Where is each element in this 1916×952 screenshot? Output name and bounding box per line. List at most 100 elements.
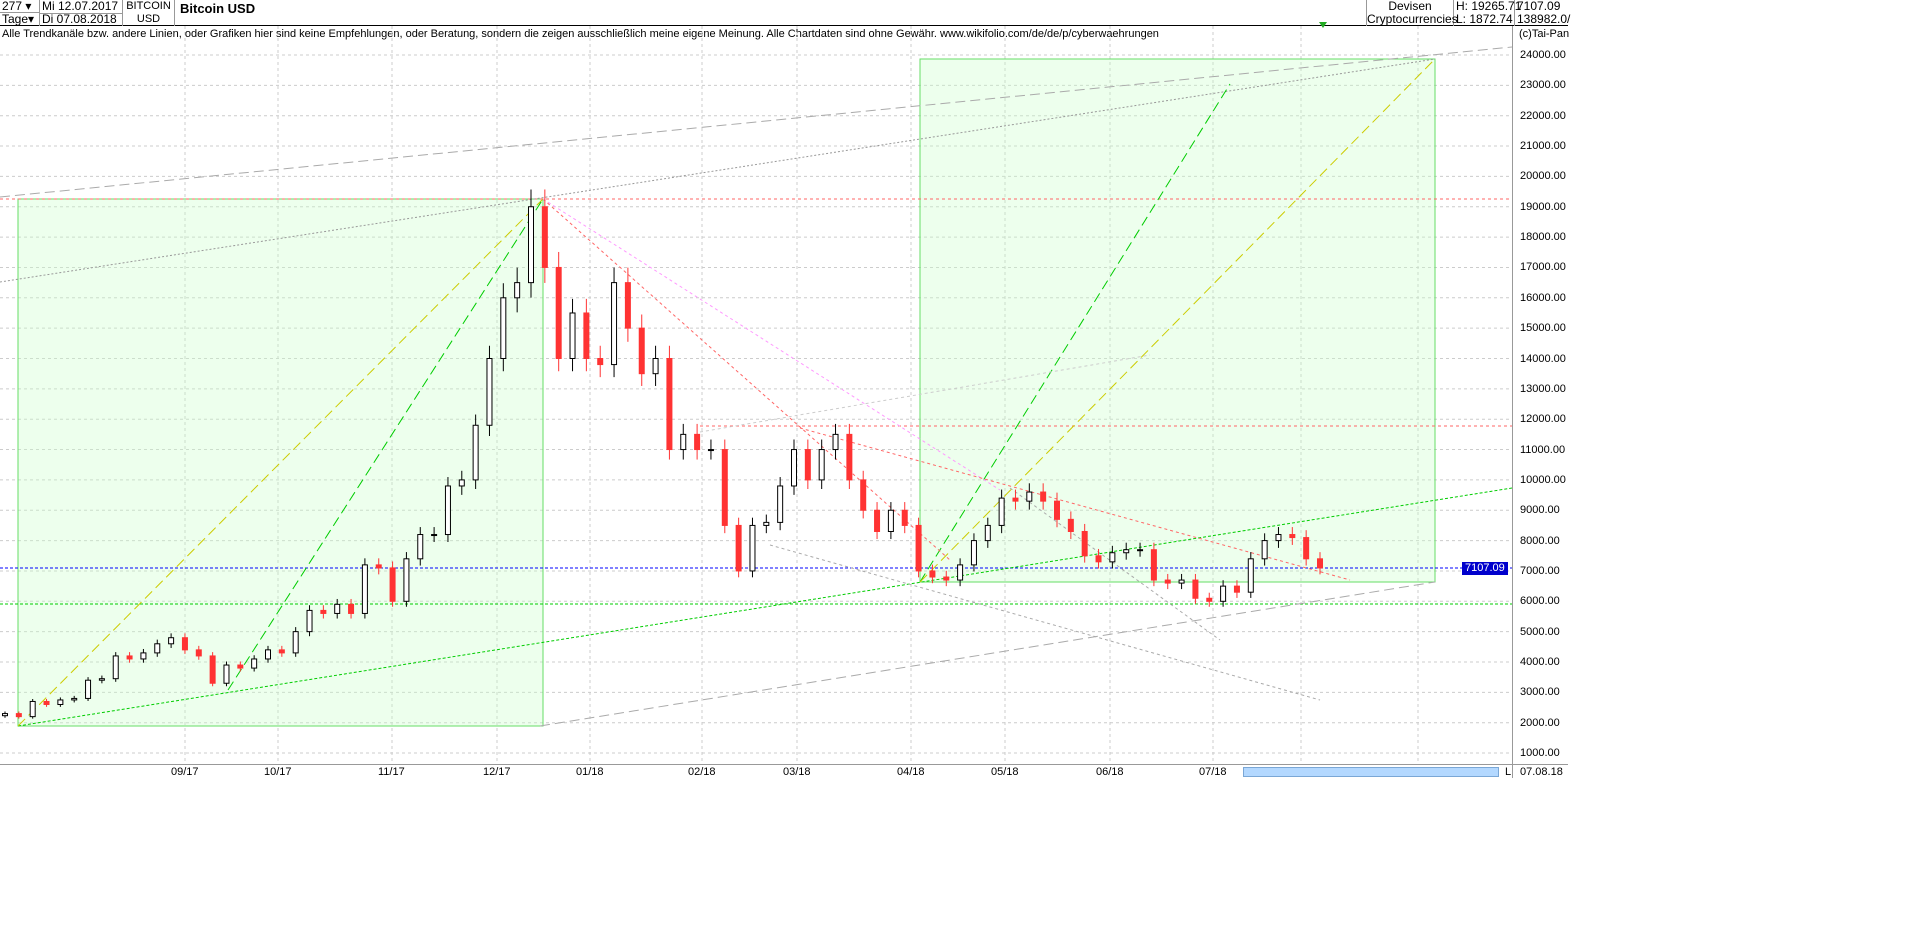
symbol-line1: BITCOIN <box>126 0 171 12</box>
last-value: 7107.09 <box>1517 0 1561 13</box>
x-tick-label: 07/18 <box>1199 766 1227 778</box>
candle <box>624 282 631 329</box>
candle <box>1040 491 1047 502</box>
candle <box>209 655 216 684</box>
candle <box>1289 534 1296 539</box>
channel-top <box>0 46 1512 198</box>
y-tick-label: 15000.00 <box>1520 322 1566 335</box>
count-select[interactable]: 277 ▾ <box>0 0 40 13</box>
header-bar: 277 ▾ Tage▾ Mi 12.07.2017 Di 07.08.2018 … <box>0 0 1570 26</box>
period-select[interactable]: Tage▾ <box>0 13 40 26</box>
candle <box>292 631 299 654</box>
candle <box>85 679 92 699</box>
candle <box>1233 585 1240 593</box>
candle <box>1317 558 1323 569</box>
candle <box>126 655 133 660</box>
candle <box>223 664 230 684</box>
x-tick-label: 06/18 <box>1096 766 1124 778</box>
y-tick-label: 9000.00 <box>1520 504 1560 517</box>
candle <box>707 449 714 452</box>
candle <box>694 433 701 451</box>
last-volume: 7107.09 138982.0/ <box>1515 0 1573 26</box>
candle <box>417 534 424 560</box>
candle <box>929 570 936 578</box>
volume-value: 138982.0/ <box>1517 12 1571 26</box>
candle <box>791 449 797 487</box>
candle <box>887 509 894 532</box>
candle <box>749 524 756 572</box>
y-tick-label: 17000.00 <box>1520 261 1566 274</box>
downtrend-3 <box>799 427 1351 581</box>
candle <box>334 603 341 614</box>
date-to: Di 07.08.2018 <box>40 13 123 26</box>
candle <box>15 713 22 718</box>
candle <box>1220 585 1227 602</box>
y-tick-label: 13000.00 <box>1520 382 1566 395</box>
candle <box>1192 579 1199 599</box>
candle <box>1095 555 1102 563</box>
candle <box>1137 549 1144 552</box>
x-tick-label: 11/17 <box>378 766 405 778</box>
candles <box>2 189 1323 719</box>
candle <box>998 497 1005 526</box>
y-tick-label: 5000.00 <box>1520 625 1560 638</box>
candle <box>943 576 950 581</box>
x-tick-label: 02/18 <box>688 766 716 778</box>
candle <box>1206 597 1213 602</box>
y-tick-label: 3000.00 <box>1520 686 1560 699</box>
y-tick-label: 7000.00 <box>1520 564 1560 577</box>
candle <box>541 206 548 268</box>
candle <box>57 699 64 705</box>
disclaimer: Alle Trendkanäle bzw. andere Linien, ode… <box>2 28 1159 40</box>
candle <box>1275 534 1282 542</box>
high-value: H: 19265.71 <box>1456 0 1522 13</box>
y-tick-label: 18000.00 <box>1520 231 1566 244</box>
candle <box>984 524 991 542</box>
candle <box>444 485 451 536</box>
y-tick-label: 8000.00 <box>1520 534 1560 547</box>
candle <box>1261 540 1268 560</box>
count-value: 277 <box>2 0 23 13</box>
x-tick-label: 01/18 <box>576 766 604 778</box>
candle <box>1109 552 1116 563</box>
candle <box>1026 491 1033 502</box>
footer-marker: L <box>1505 766 1512 778</box>
x-tick-label: 10/17 <box>264 766 292 778</box>
candle <box>1012 497 1019 502</box>
candle <box>181 637 188 651</box>
candle <box>1150 549 1157 581</box>
candle <box>320 609 327 614</box>
candle <box>846 433 853 481</box>
candle <box>970 540 977 566</box>
high-low: H: 19265.71 L: 1872.74 <box>1454 0 1522 26</box>
candle <box>472 424 479 481</box>
scrollbar[interactable] <box>1243 767 1499 777</box>
candle <box>832 433 839 451</box>
date-from: Mi 12.07.2017 <box>40 0 123 14</box>
candle <box>500 297 507 359</box>
fan-line-4 <box>919 58 1436 583</box>
x-tick-label: 04/18 <box>897 766 925 778</box>
y-tick-label: 14000.00 <box>1520 352 1566 365</box>
y-tick-label: 1000.00 <box>1520 747 1560 760</box>
candle <box>915 524 922 572</box>
x-tick-label: 12/17 <box>483 766 511 778</box>
candle <box>957 564 964 581</box>
candle <box>1247 558 1254 593</box>
candle <box>361 564 368 614</box>
symbol: BITCOIN USD <box>123 0 175 26</box>
price-chart[interactable] <box>0 0 1512 764</box>
candle <box>29 700 36 718</box>
candle <box>112 655 119 680</box>
time-axis-border <box>0 764 1568 765</box>
y-tick-label: 4000.00 <box>1520 656 1560 668</box>
chart-title: Bitcoin USD <box>180 1 256 16</box>
candle <box>403 558 410 602</box>
candle <box>1054 500 1060 520</box>
y-tick-label: 23000.00 <box>1520 79 1566 92</box>
candle <box>1303 537 1310 560</box>
candle <box>569 312 576 360</box>
candle <box>486 358 493 426</box>
candle <box>735 524 742 572</box>
fan-line-3 <box>919 83 1231 583</box>
